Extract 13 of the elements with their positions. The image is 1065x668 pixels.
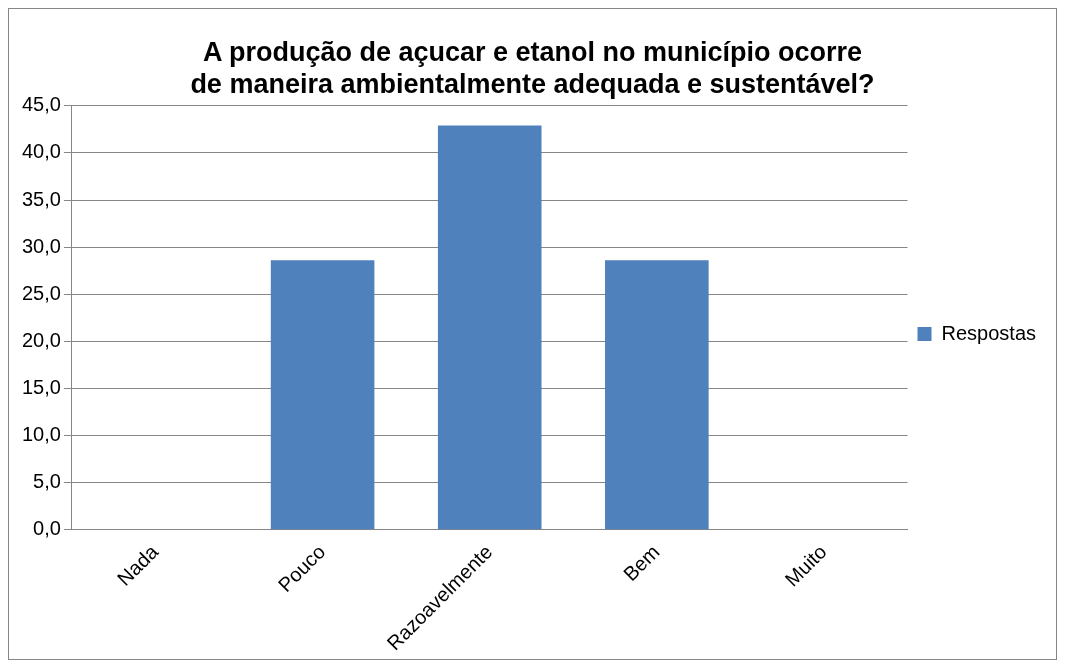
y-tick-label: 25,0 (21, 281, 61, 304)
y-tick-label: 5,0 (33, 470, 61, 493)
legend-label: Respostas (941, 321, 1037, 344)
y-tick-label: 0,0 (33, 517, 61, 540)
y-tick-label: 40,0 (21, 140, 61, 163)
y-tick-label: 15,0 (21, 375, 61, 398)
x-tick-label: Bem (618, 540, 664, 586)
y-tick-label: 45,0 (21, 93, 61, 116)
y-tick-label: 20,0 (21, 328, 61, 351)
chart-title: A produção de açucar e etanol no município ocorre de maneira ambientalmente adequada e sustentável? (190, 36, 875, 100)
y-tick-label: 10,0 (21, 423, 61, 446)
y-tick-label: 30,0 (21, 234, 61, 257)
y-tick-label: 35,0 (21, 187, 61, 210)
